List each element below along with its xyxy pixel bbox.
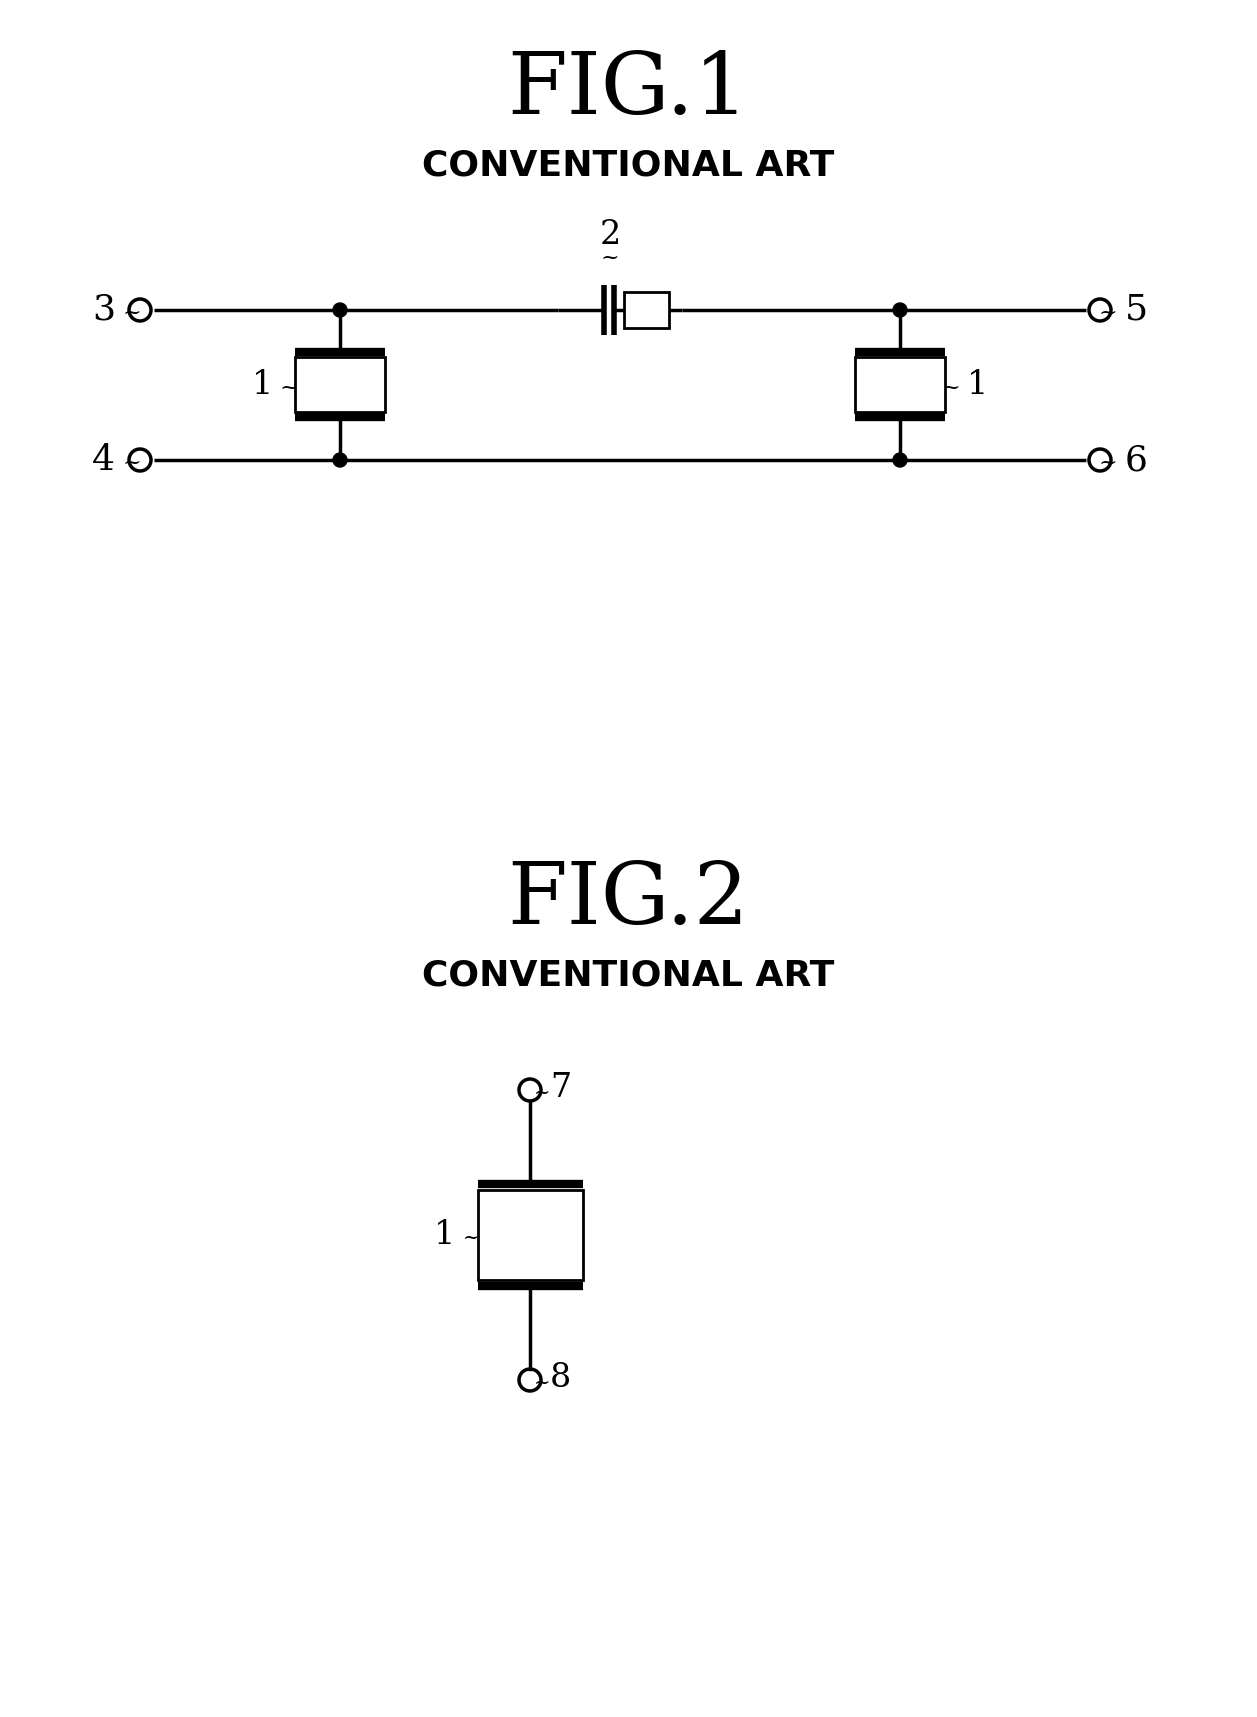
Text: ~: ~	[941, 378, 960, 398]
Text: ~: ~	[534, 1083, 551, 1102]
Text: FIG.1: FIG.1	[507, 48, 749, 132]
Bar	[623, 292, 669, 328]
Text: FIG.2: FIG.2	[507, 858, 749, 941]
Bar	[478, 1190, 582, 1279]
Text: ~: ~	[1099, 302, 1117, 325]
Text: 3: 3	[92, 294, 114, 326]
Text: 1: 1	[967, 369, 988, 402]
Text: ~: ~	[534, 1374, 551, 1392]
Circle shape	[333, 302, 347, 318]
Text: 1: 1	[251, 369, 273, 402]
Text: ~: ~	[280, 378, 298, 398]
Text: 6: 6	[1125, 443, 1148, 477]
Text: 7: 7	[551, 1071, 571, 1104]
Text: ~: ~	[123, 302, 141, 325]
Text: CONVENTIONAL ART: CONVENTIONAL ART	[422, 958, 835, 992]
Circle shape	[892, 302, 908, 318]
Text: ~: ~	[123, 452, 141, 474]
Text: CONVENTIONAL ART: CONVENTIONAL ART	[422, 148, 835, 182]
Text: 1: 1	[434, 1219, 455, 1252]
Circle shape	[333, 453, 347, 467]
Text: ~: ~	[601, 247, 620, 270]
Bar	[855, 357, 945, 412]
Text: 8: 8	[551, 1362, 571, 1394]
Text: 5: 5	[1125, 294, 1148, 326]
Text: 2: 2	[600, 220, 621, 251]
Bar	[295, 357, 385, 412]
Text: 4: 4	[92, 443, 114, 477]
Circle shape	[892, 453, 908, 467]
Text: ~: ~	[464, 1229, 480, 1247]
Text: ~: ~	[1099, 452, 1117, 474]
